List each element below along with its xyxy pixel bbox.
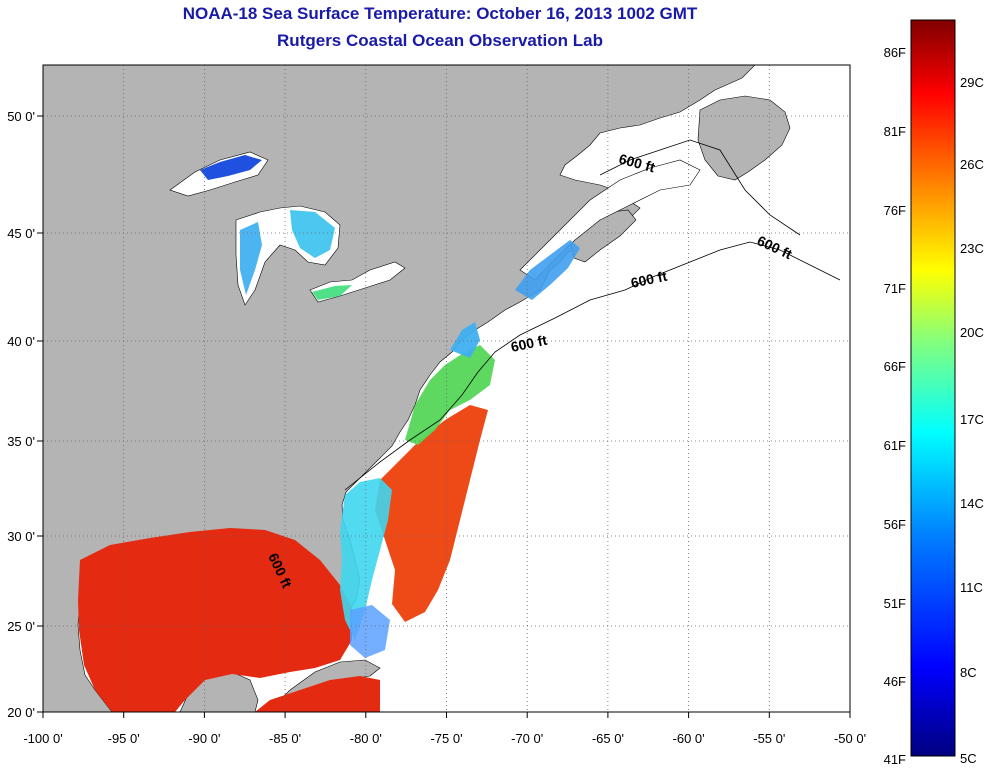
lat-tick-label: 50 0' bbox=[7, 109, 35, 124]
lon-tick-label: -85 0' bbox=[269, 731, 301, 746]
colorbar-f-label: 51F bbox=[884, 596, 906, 611]
sst-shelf-north bbox=[450, 322, 480, 358]
lat-tick-label: 35 0' bbox=[7, 434, 35, 449]
sst-lake-michigan-cool bbox=[240, 222, 262, 295]
colorbar-f-label: 61F bbox=[884, 438, 906, 453]
colorbar-f-label: 46F bbox=[884, 674, 906, 689]
isobath-600ft-line-north bbox=[599, 139, 801, 236]
map-title: NOAA-18 Sea Surface Temperature: October… bbox=[182, 4, 698, 23]
colorbar-f-label: 41F bbox=[884, 752, 906, 767]
colorbar-c-label: 17C bbox=[960, 412, 984, 427]
map-subtitle: Rutgers Coastal Ocean Observation Lab bbox=[277, 31, 603, 50]
lon-tick-label: -100 0' bbox=[23, 731, 62, 746]
isobath-label-4: 600 ft bbox=[509, 332, 548, 355]
sst-shelf-south bbox=[340, 478, 392, 640]
lon-tick-label: -65 0' bbox=[592, 731, 624, 746]
colorbar-f-label: 71F bbox=[884, 281, 906, 296]
lon-tick-label: -75 0' bbox=[430, 731, 462, 746]
land-newfoundland bbox=[697, 95, 791, 181]
colorbar-f-label: 86F bbox=[884, 45, 906, 60]
colorbar-f-label: 66F bbox=[884, 359, 906, 374]
colorbar-c-label: 8C bbox=[960, 665, 977, 680]
colorbar-c-label: 26C bbox=[960, 157, 984, 172]
colorbar-celsius-labels: 29C 26C 23C 20C 17C 14C 11C 8C 5C bbox=[960, 75, 984, 766]
lat-tick-label: 30 0' bbox=[7, 529, 35, 544]
lat-tick-label: 25 0' bbox=[7, 619, 35, 634]
colorbar-c-label: 23C bbox=[960, 241, 984, 256]
colorbar-c-label: 20C bbox=[960, 325, 984, 340]
sst-lake-superior-cold bbox=[200, 155, 262, 180]
sst-lake-erie-green bbox=[312, 285, 352, 300]
lon-tick-label: -55 0' bbox=[753, 731, 785, 746]
colorbar-c-label: 5C bbox=[960, 751, 977, 766]
colorbar-f-label: 81F bbox=[884, 124, 906, 139]
lon-tick-label: -60 0' bbox=[673, 731, 705, 746]
colorbar-fahrenheit-labels: 86F 81F 76F 71F 66F 61F 56F 51F 46F 41F bbox=[884, 45, 906, 767]
colorbar-c-label: 29C bbox=[960, 75, 984, 90]
sst-caribbean bbox=[255, 676, 380, 712]
map-grid bbox=[43, 65, 850, 712]
sst-gulf-of-mexico bbox=[78, 528, 352, 712]
isobath-label-3: 600 ft bbox=[629, 268, 668, 291]
lon-tick-label: -80 0' bbox=[350, 731, 382, 746]
lat-tick-label: 45 0' bbox=[7, 226, 35, 241]
lon-tick-label: -95 0' bbox=[108, 731, 140, 746]
colorbar bbox=[910, 19, 956, 757]
longitude-axis: -100 0' -95 0' -90 0' -85 0' -80 0' -75 0' -70… bbox=[23, 712, 866, 746]
lon-tick-label: -70 0' bbox=[511, 731, 543, 746]
latitude-axis: 50 0' 45 0' 40 0' 35 0' 30 0' 25 0' 20 0' bbox=[7, 109, 43, 720]
sst-gulf-stream bbox=[375, 405, 488, 622]
sst-gulf-of-maine bbox=[515, 240, 580, 300]
isobath-600ft-line bbox=[344, 241, 841, 491]
colorbar-f-label: 56F bbox=[884, 517, 906, 532]
colorbar-c-label: 14C bbox=[960, 496, 984, 511]
lon-tick-label: -90 0' bbox=[188, 731, 220, 746]
sst-lake-huron-cool bbox=[290, 210, 335, 258]
colorbar-f-label: 76F bbox=[884, 203, 906, 218]
sst-shelf-mid-atlantic bbox=[405, 345, 495, 445]
lat-tick-label: 40 0' bbox=[7, 334, 35, 349]
colorbar-c-label: 11C bbox=[960, 580, 983, 595]
lat-tick-label: 20 0' bbox=[7, 705, 35, 720]
sst-florida-shelf bbox=[350, 605, 390, 658]
lon-tick-label: -50 0' bbox=[834, 731, 866, 746]
